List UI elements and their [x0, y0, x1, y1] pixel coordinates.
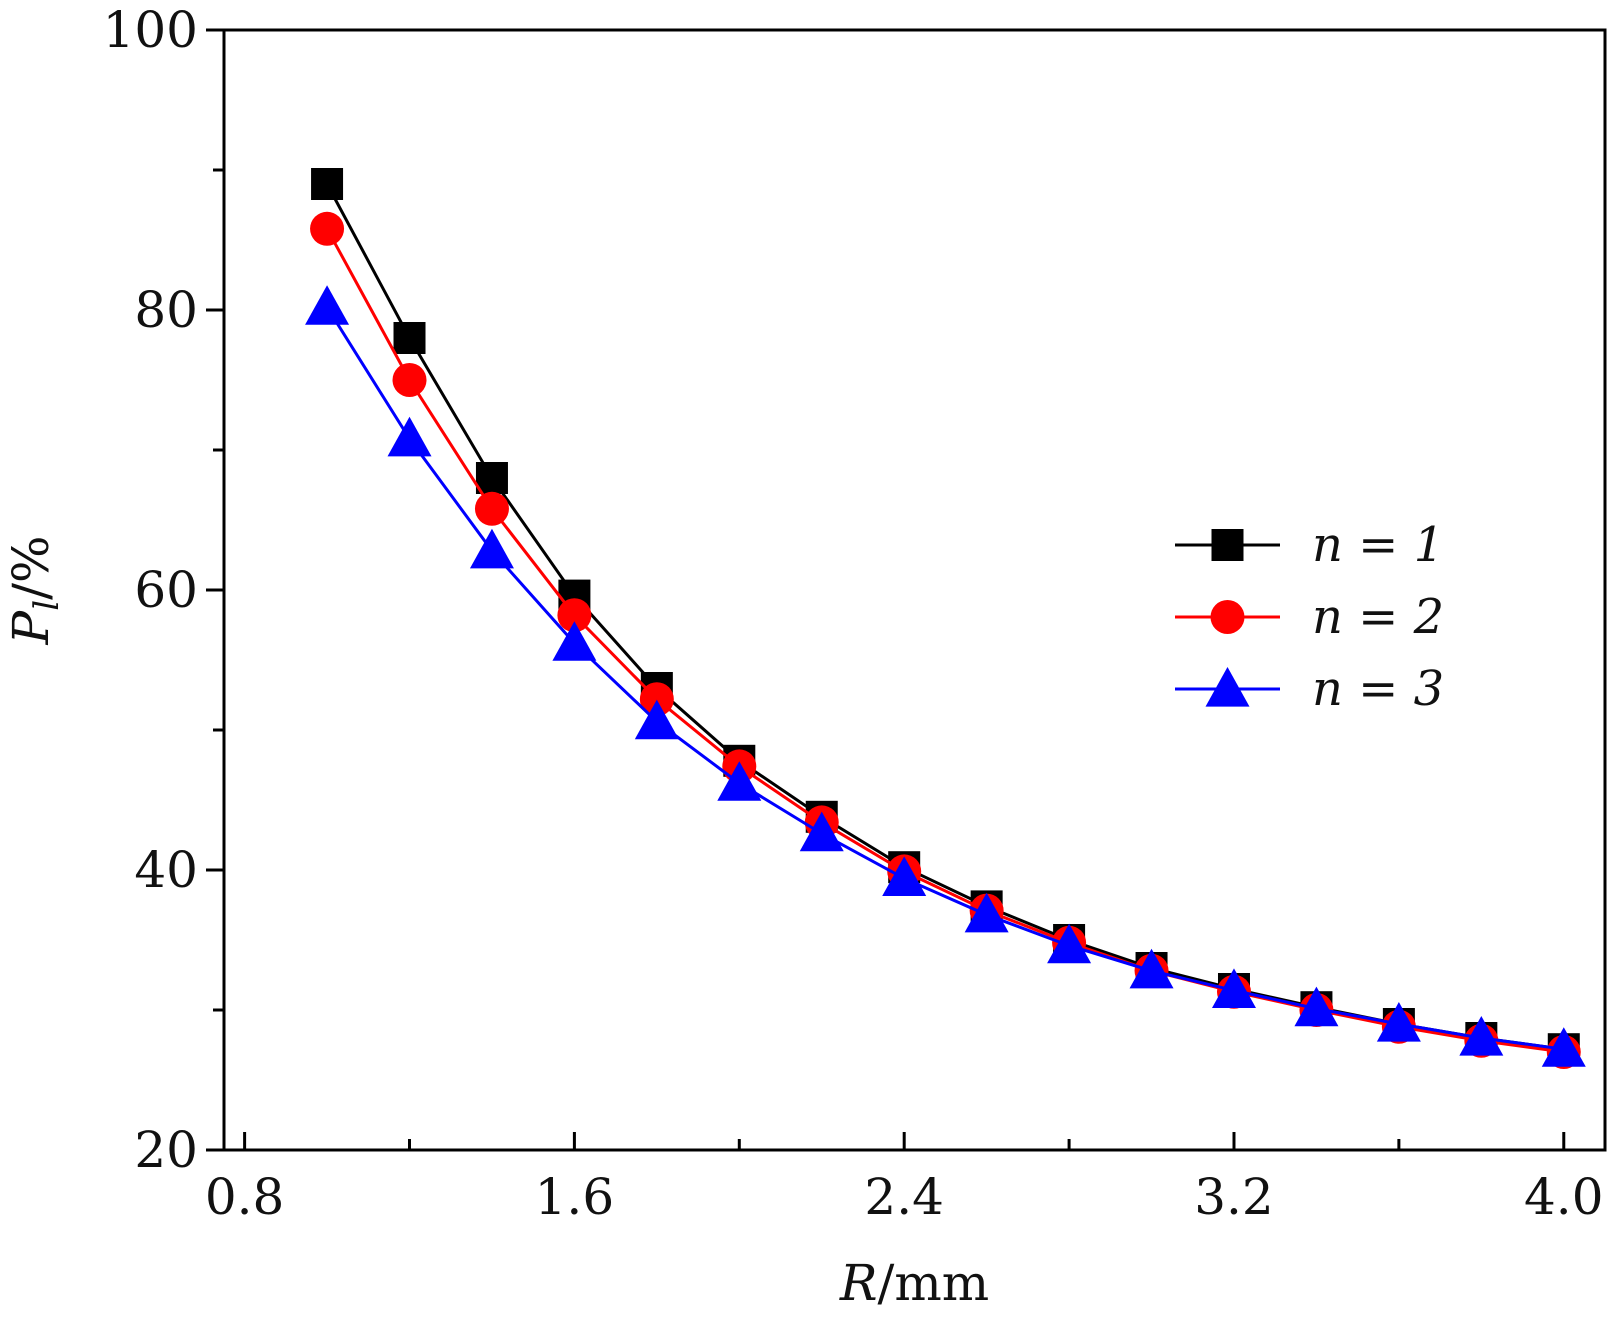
- series-line: [325, 306, 1564, 1051]
- legend: n = 1 n = 2 n = 3: [1175, 517, 1444, 717]
- series-line: [325, 228, 1564, 1054]
- data-point: [964, 892, 1009, 933]
- data-point: [552, 621, 597, 661]
- data-point: [717, 761, 762, 801]
- y-tick-label: 20: [134, 1121, 198, 1179]
- x-tick-label: 0.8: [205, 1168, 285, 1226]
- data-point: [1294, 986, 1339, 1027]
- data-point: [639, 682, 674, 717]
- y-tick-label: 60: [134, 561, 198, 619]
- data-point: [311, 168, 344, 200]
- data-point: [1541, 1027, 1586, 1067]
- data-point: [310, 211, 345, 246]
- x-tick-label: 3.2: [1194, 1168, 1274, 1226]
- data-point: [1211, 968, 1256, 1008]
- legend-entry: n = 3: [1175, 661, 1444, 717]
- data-point: [393, 322, 426, 354]
- data-point: [305, 285, 350, 325]
- plot-frame: [222, 28, 1607, 1152]
- legend-label: n = 1: [1312, 517, 1444, 573]
- x-tick-label: 1.6: [535, 1168, 615, 1226]
- data-point: [1376, 1002, 1421, 1042]
- data-point: [387, 416, 432, 457]
- data-point: [469, 528, 514, 569]
- data-point: [1047, 923, 1092, 964]
- legend-entry: n = 1: [1175, 517, 1444, 573]
- x-tick-label: 2.4: [864, 1168, 944, 1226]
- data-point: [882, 856, 927, 896]
- series-layer: [305, 168, 1586, 1069]
- y-tick-label: 100: [103, 1, 198, 59]
- data-point: [799, 811, 844, 852]
- ticks-layer: 0.8 1.6 2.4 3.2 4.0 20 40 60 80 100: [103, 1, 1604, 1226]
- legend-label: n = 3: [1312, 661, 1444, 717]
- legend-label: n = 2: [1312, 589, 1444, 645]
- data-point: [1129, 948, 1174, 989]
- series-3: [305, 285, 1586, 1067]
- x-tick-label: 4.0: [1524, 1168, 1604, 1226]
- legend-marker: [1210, 600, 1245, 634]
- legend-entry: n = 2: [1175, 589, 1444, 645]
- legend-marker: [1211, 529, 1244, 561]
- x-axis-title: R/mm: [839, 1254, 989, 1312]
- data-point: [474, 491, 509, 526]
- data-point: [1459, 1016, 1504, 1056]
- legend-marker: [1205, 667, 1250, 707]
- data-point: [557, 598, 592, 633]
- data-point: [475, 462, 508, 494]
- y-tick-label: 40: [134, 841, 198, 899]
- y-axis-title: Pl/%: [2, 536, 67, 646]
- y-tick-label: 80: [134, 281, 198, 339]
- data-point: [392, 363, 427, 397]
- data-point: [634, 699, 679, 740]
